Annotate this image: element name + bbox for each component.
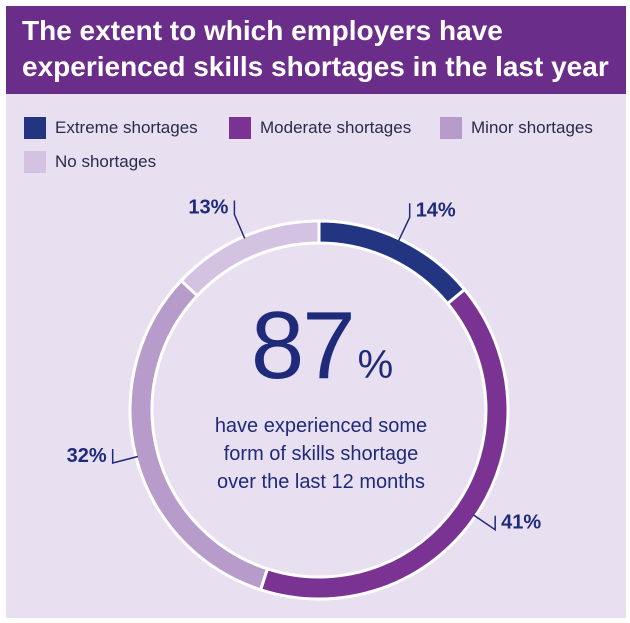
donut-chart: 14% 41% 32% 13% bbox=[67, 197, 542, 601]
legend-swatch-minor bbox=[440, 117, 462, 139]
caption-line-1: have experienced some bbox=[214, 415, 428, 437]
legend-item-extreme: Extreme shortages bbox=[24, 116, 198, 140]
legend-item-minor: Minor shortages bbox=[440, 116, 593, 140]
infographic-card: The extent to which employers have exper… bbox=[6, 6, 626, 618]
leader-line-none bbox=[233, 200, 246, 239]
headline-caption: have experienced some form of skills sho… bbox=[163, 412, 479, 496]
value-label-extreme: 14% bbox=[416, 199, 456, 221]
legend-swatch-moderate bbox=[229, 117, 251, 139]
legend-label-moderate: Moderate shortages bbox=[260, 118, 412, 137]
chart-title: The extent to which employers have exper… bbox=[22, 13, 622, 85]
title-banner: The extent to which employers have exper… bbox=[6, 6, 626, 94]
donut-slice-none bbox=[179, 219, 321, 298]
donut-leader-lines bbox=[111, 200, 496, 532]
headline-number: 87 bbox=[250, 292, 356, 399]
leader-line-extreme bbox=[397, 203, 411, 242]
leader-line-minor bbox=[111, 448, 139, 464]
legend-swatch-extreme bbox=[24, 117, 46, 139]
chart-title-line-2: experienced skills shortages in the last… bbox=[22, 51, 609, 82]
legend-label-extreme: Extreme shortages bbox=[55, 118, 198, 137]
value-label-minor: 32% bbox=[67, 445, 107, 467]
legend-label-minor: Minor shortages bbox=[471, 118, 593, 137]
caption-line-2: form of skills shortage bbox=[223, 443, 419, 465]
value-label-none: 13% bbox=[188, 197, 228, 219]
chart-title-line-1: The extent to which employers have bbox=[22, 15, 503, 46]
legend-item-moderate: Moderate shortages bbox=[229, 116, 411, 140]
donut-slices bbox=[128, 219, 510, 601]
legend-item-none: No shortages bbox=[24, 150, 156, 174]
headline-stat: 87% bbox=[163, 296, 479, 415]
value-label-moderate: 41% bbox=[501, 512, 541, 534]
headline-percent-sign: % bbox=[357, 343, 394, 387]
caption-line-3: over the last 12 months bbox=[217, 471, 425, 493]
legend-swatch-none bbox=[24, 151, 46, 173]
donut-value-labels: 14% 41% 32% 13% bbox=[67, 197, 542, 534]
legend-label-none: No shortages bbox=[55, 152, 157, 171]
leader-line-moderate bbox=[473, 514, 496, 532]
